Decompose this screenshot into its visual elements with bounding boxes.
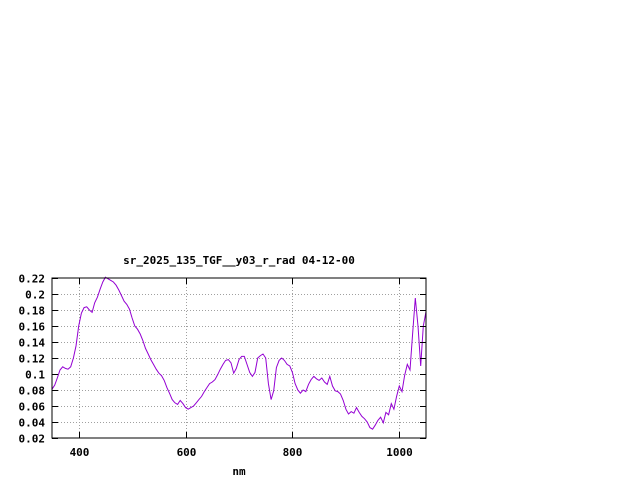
series-line: [51, 276, 427, 430]
y-tick-label: 0.14: [19, 337, 46, 350]
y-tick-label: 0.18: [19, 305, 46, 318]
data-layer: [51, 276, 427, 430]
y-tick-label: 0.06: [19, 401, 46, 414]
x-tick-label: 600: [177, 446, 197, 459]
y-tick-label: 0.04: [19, 417, 46, 430]
x-tick-label: 400: [70, 446, 90, 459]
y-tick-label: 0.08: [19, 385, 46, 398]
x-tick-label: 800: [283, 446, 303, 459]
ticks: 0.02 0.04 0.06 0.08 0.1 0.12 0.14 0.16 0.18 0.2 0.…: [19, 273, 426, 459]
y-tick-label: 0.02: [19, 433, 46, 446]
y-tick-label: 0.22: [19, 273, 46, 286]
x-tick-label: 1000: [386, 446, 413, 459]
y-tick-label: 0.1: [25, 369, 45, 382]
y-tick-label: 0.2: [25, 289, 45, 302]
chart-title: sr_2025_135_TGF__y03_r_rad 04-12-00: [123, 254, 355, 267]
grid-lines: [52, 278, 426, 438]
y-tick-label: 0.12: [19, 353, 46, 366]
x-axis-label: nm: [232, 465, 246, 478]
y-tick-label: 0.16: [19, 321, 46, 334]
